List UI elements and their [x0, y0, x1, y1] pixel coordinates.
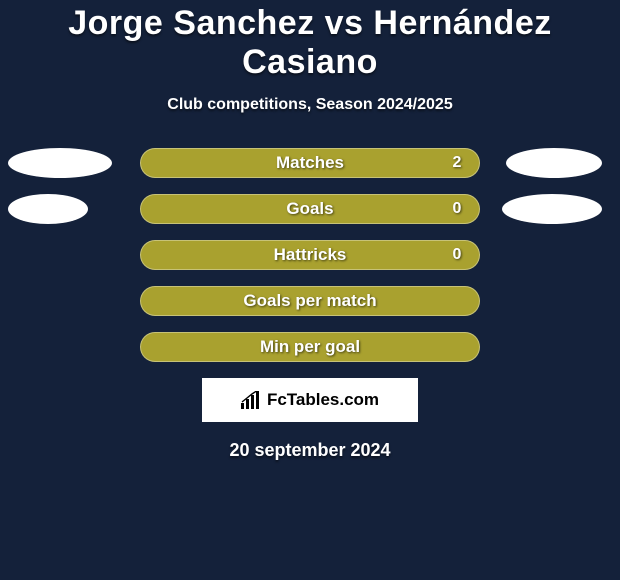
stat-bar	[140, 148, 480, 178]
stat-rows: Matches 2 Goals 0 Hattricks 0 Goals per …	[0, 148, 620, 362]
stat-row: Matches 2	[0, 148, 620, 178]
stat-row: Goals 0	[0, 194, 620, 224]
left-ellipse	[8, 194, 88, 224]
right-ellipse	[502, 194, 602, 224]
stat-bar	[140, 194, 480, 224]
subtitle: Club competitions, Season 2024/2025	[0, 96, 620, 114]
stat-bar	[140, 332, 480, 362]
right-ellipse	[506, 148, 602, 178]
stat-row: Min per goal	[0, 332, 620, 362]
page-title: Jorge Sanchez vs Hernández Casiano	[0, 0, 620, 82]
brand: FcTables.com	[241, 390, 379, 410]
brand-text: FcTables.com	[267, 390, 379, 410]
chart-icon	[241, 391, 263, 409]
stat-row: Goals per match	[0, 286, 620, 316]
brand-box: FcTables.com	[202, 378, 418, 422]
stat-row: Hattricks 0	[0, 240, 620, 270]
date-text: 20 september 2024	[0, 440, 620, 461]
stat-bar	[140, 286, 480, 316]
stat-bar	[140, 240, 480, 270]
left-ellipse	[8, 148, 112, 178]
